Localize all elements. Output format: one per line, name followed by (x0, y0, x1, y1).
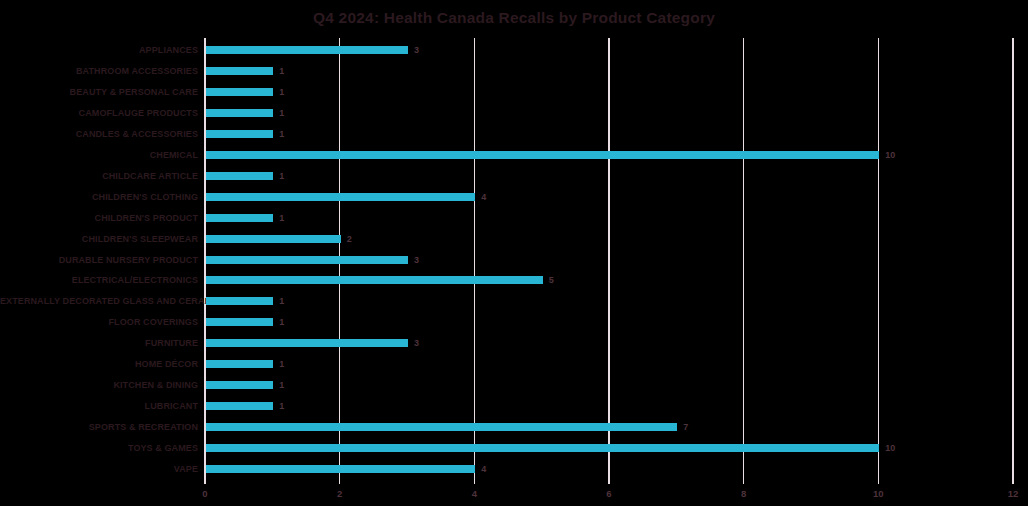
bar (206, 172, 273, 180)
value-label: 1 (279, 65, 284, 77)
value-label: 2 (347, 233, 352, 245)
category-label: SPORTS & RECREATION (0, 421, 198, 433)
value-label: 5 (549, 274, 554, 286)
x-tick-label: 10 (863, 488, 893, 499)
value-label: 4 (481, 191, 486, 203)
bar (206, 276, 543, 284)
gridline (1012, 38, 1014, 484)
category-label: FURNITURE (0, 337, 198, 349)
value-label: 1 (279, 107, 284, 119)
category-label: KITCHEN & DINING (0, 379, 198, 391)
value-label: 3 (414, 44, 419, 56)
gridline (474, 38, 476, 484)
category-label: CHEMICAL (0, 149, 198, 161)
category-label: BEAUTY & PERSONAL CARE (0, 86, 198, 98)
value-label: 1 (279, 316, 284, 328)
gridline (608, 38, 610, 484)
value-label: 4 (481, 463, 486, 475)
category-label: CHILDCARE ARTICLE (0, 170, 198, 182)
value-label: 3 (414, 337, 419, 349)
value-label: 1 (279, 170, 284, 182)
category-label: BATHROOM ACCESSORIES (0, 65, 198, 77)
x-tick-label: 4 (459, 488, 489, 499)
bar (206, 402, 273, 410)
category-label: CHILDREN'S SLEEPWEAR (0, 233, 198, 245)
bar (206, 235, 341, 243)
category-label: LUBRICANT (0, 400, 198, 412)
category-label: VAPE (0, 463, 198, 475)
bar (206, 465, 475, 473)
value-label: 10 (885, 149, 895, 161)
x-tick-label: 6 (594, 488, 624, 499)
x-tick-label: 2 (325, 488, 355, 499)
gridline (743, 38, 745, 484)
category-label: APPLIANCES (0, 44, 198, 56)
category-label: EXTERNALLY DECORATED GLASS AND CERAMICS (0, 295, 198, 307)
bar (206, 339, 408, 347)
value-label: 10 (885, 442, 895, 454)
bar (206, 256, 408, 264)
bar (206, 67, 273, 75)
gridline (878, 38, 880, 484)
bar (206, 318, 273, 326)
value-label: 1 (279, 295, 284, 307)
category-label: CHILDREN'S CLOTHING (0, 191, 198, 203)
category-label: CANDLES & ACCESSORIES (0, 128, 198, 140)
bar (206, 109, 273, 117)
value-label: 1 (279, 358, 284, 370)
category-label: CAMOFLAUGE PRODUCTS (0, 107, 198, 119)
value-label: 7 (683, 421, 688, 433)
bar (206, 130, 273, 138)
category-label: HOME DÉCOR (0, 358, 198, 370)
bar (206, 88, 273, 96)
value-label: 1 (279, 86, 284, 98)
bar (206, 193, 475, 201)
category-label: ELECTRICAL/ELECTRONICS (0, 274, 198, 286)
bar (206, 360, 273, 368)
x-tick-label: 0 (190, 488, 220, 499)
value-label: 1 (279, 128, 284, 140)
bar (206, 381, 273, 389)
x-tick-label: 12 (998, 488, 1028, 499)
chart-title: Q4 2024: Health Canada Recalls by Produc… (0, 9, 1028, 27)
chart-canvas: Q4 2024: Health Canada Recalls by Produc… (0, 0, 1028, 506)
bar (206, 151, 879, 159)
category-label: FLOOR COVERINGS (0, 316, 198, 328)
value-label: 1 (279, 212, 284, 224)
value-label: 1 (279, 379, 284, 391)
category-label: TOYS & GAMES (0, 442, 198, 454)
bar (206, 444, 879, 452)
bar (206, 423, 677, 431)
bar (206, 214, 273, 222)
value-label: 3 (414, 254, 419, 266)
category-label: CHILDREN'S PRODUCT (0, 212, 198, 224)
bar (206, 46, 408, 54)
value-label: 1 (279, 400, 284, 412)
x-tick-label: 8 (729, 488, 759, 499)
category-label: DURABLE NURSERY PRODUCT (0, 254, 198, 266)
bar (206, 297, 273, 305)
